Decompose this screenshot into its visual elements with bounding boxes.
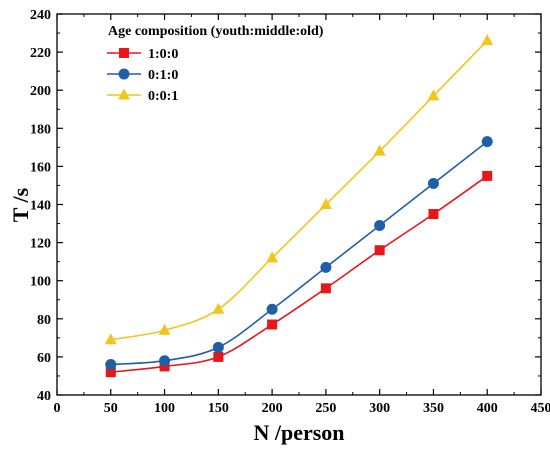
- data-point: [427, 89, 440, 101]
- y-tick-label: 200: [30, 84, 51, 99]
- data-point: [159, 361, 170, 372]
- data-point: [320, 261, 332, 273]
- data-point: [159, 355, 171, 367]
- x-tick-label: 150: [208, 401, 229, 416]
- data-point: [482, 170, 493, 181]
- data-point: [481, 34, 494, 46]
- y-tick-label: 180: [30, 122, 51, 137]
- plot-frame: [56, 13, 542, 396]
- data-point: [266, 251, 279, 263]
- series-1: [105, 170, 493, 378]
- x-tick-label: 100: [154, 401, 175, 416]
- data-point: [105, 359, 117, 371]
- data-point: [212, 341, 224, 353]
- x-tick-label: 400: [477, 401, 498, 416]
- y-tick-label: 40: [37, 389, 51, 404]
- y-tick-label: 160: [30, 160, 51, 175]
- x-tick-label: 0: [54, 401, 61, 416]
- data-point: [374, 219, 386, 231]
- series-line: [110, 175, 488, 373]
- legend-label: 0:1:0: [148, 68, 178, 83]
- legend-label: 1:0:0: [148, 47, 178, 62]
- legend-marker: [118, 68, 130, 80]
- data-point: [428, 209, 439, 220]
- series-2: [105, 136, 493, 371]
- data-point: [212, 302, 225, 314]
- x-tick-label: 250: [315, 401, 336, 416]
- axes: 0 50 100 150 200 250 300 350 400 450 40 60 80 100 120 1…: [30, 8, 550, 416]
- legend-marker: [119, 48, 129, 58]
- data-point: [374, 245, 385, 256]
- data-point: [267, 319, 278, 330]
- legend-marker: [118, 88, 130, 100]
- data-point: [319, 198, 332, 209]
- legend-item: 0:1:0: [107, 68, 178, 83]
- data-point: [158, 323, 171, 335]
- y-tick-label: 140: [30, 199, 51, 214]
- y-axis-title: T /s: [8, 187, 33, 222]
- x-axis-title: N /person: [253, 420, 344, 445]
- y-tick-label: 80: [37, 313, 51, 328]
- data-point: [213, 351, 224, 362]
- data-point: [427, 178, 439, 190]
- data-point: [481, 136, 493, 148]
- y-tick-label: 100: [30, 275, 51, 290]
- data-point: [105, 367, 116, 378]
- y-tick-label: 120: [30, 237, 51, 252]
- y-tick-label: 240: [30, 8, 51, 23]
- legend-item: 0:0:1: [107, 88, 178, 104]
- legend: Age composition (youth:middle:old) 1:0:0…: [107, 24, 324, 104]
- legend-title: Age composition (youth:middle:old): [108, 24, 324, 39]
- y-tick-label: 220: [30, 46, 51, 61]
- series-layer: [104, 34, 494, 378]
- series-line: [110, 40, 488, 341]
- x-tick-label: 200: [262, 401, 283, 416]
- data-point: [266, 303, 278, 315]
- y-tick-label: 60: [37, 351, 51, 366]
- x-tick-label: 450: [531, 401, 550, 416]
- legend-item: 1:0:0: [107, 47, 178, 62]
- x-tick-label: 300: [369, 401, 390, 416]
- series-3: [104, 34, 494, 345]
- legend-label: 0:0:1: [148, 89, 178, 104]
- x-tick-label: 50: [104, 401, 118, 416]
- x-tick-label: 350: [423, 401, 444, 416]
- data-point: [373, 144, 386, 156]
- data-point: [320, 283, 331, 294]
- data-point: [104, 333, 117, 345]
